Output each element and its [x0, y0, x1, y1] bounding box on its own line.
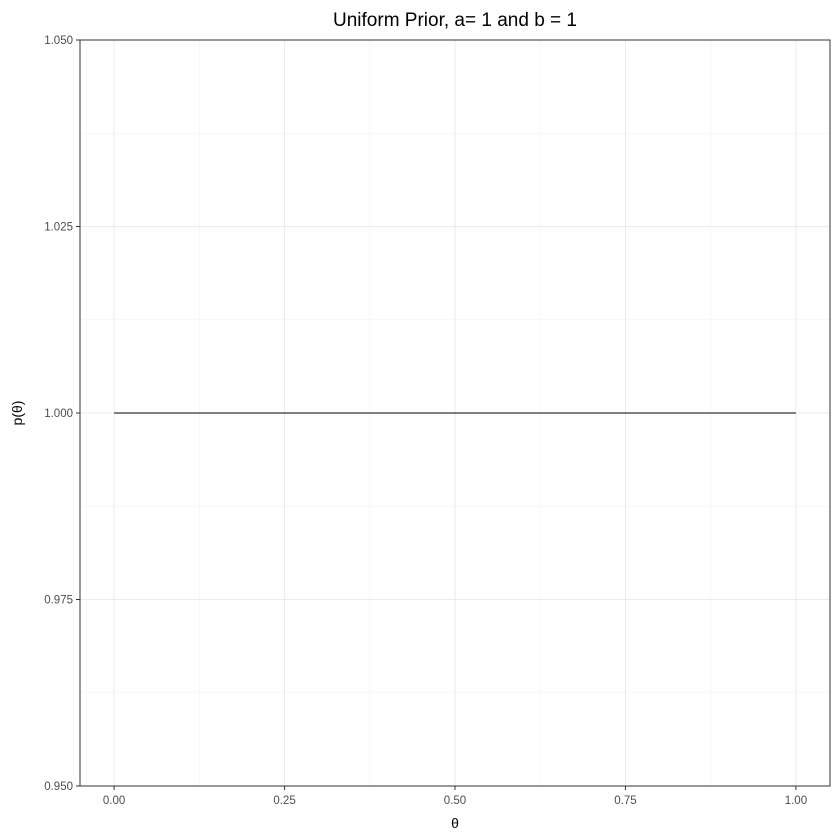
x-tick-label: 0.50: [444, 795, 466, 807]
y-tick-label: 1.025: [44, 222, 73, 234]
x-tick-label: 0.75: [614, 795, 636, 807]
y-tick-label: 0.950: [44, 781, 73, 793]
x-tick-label: 0.25: [273, 795, 295, 807]
chart-title: Uniform Prior, a= 1 and b = 1: [333, 10, 577, 31]
x-tick-label: 0.00: [103, 795, 125, 807]
y-axis: 0.950 0.975 1.000 1.025 1.050: [44, 35, 80, 793]
x-tick-label: 1.00: [785, 795, 807, 807]
y-tick-label: 1.050: [44, 35, 73, 47]
y-tick-label: 0.975: [44, 595, 73, 607]
y-tick-label: 1.000: [44, 408, 73, 420]
y-axis-title: p(θ): [9, 401, 25, 426]
x-axis-title: θ: [451, 815, 459, 831]
x-axis: 0.00 0.25 0.50 0.75 1.00: [103, 786, 807, 807]
